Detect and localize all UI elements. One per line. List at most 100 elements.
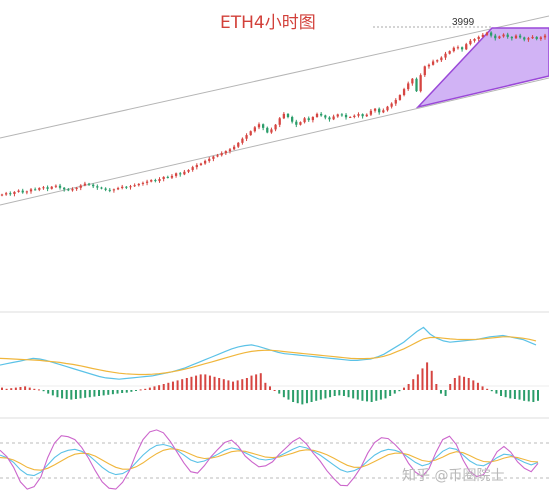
- macd-bar: [139, 389, 142, 391]
- macd-bar: [398, 390, 401, 392]
- macd-bar: [486, 388, 489, 390]
- macd-bar: [338, 390, 341, 396]
- candle-body: [291, 117, 294, 122]
- candle-body: [431, 61, 435, 65]
- candle-body: [199, 163, 203, 166]
- candle-body: [13, 191, 16, 194]
- candle-body: [17, 190, 20, 192]
- macd-bar: [439, 390, 442, 394]
- candle-body: [212, 156, 215, 159]
- candle-body: [365, 114, 368, 117]
- kdj-k-line: [0, 443, 539, 477]
- kdj-j-line: [0, 429, 539, 490]
- candle-body: [87, 183, 91, 185]
- candle-body: [266, 127, 269, 133]
- macd-bar: [379, 390, 382, 400]
- candle-body: [299, 122, 302, 125]
- macd-bar: [278, 390, 281, 394]
- macd-bar: [199, 374, 202, 390]
- candle-body: [539, 37, 542, 39]
- macd-bar: [10, 388, 13, 390]
- macd-bar: [453, 378, 456, 390]
- macd-bar: [144, 388, 147, 390]
- macd-bar: [301, 390, 304, 405]
- macd-bar: [356, 390, 359, 400]
- candle-body: [469, 40, 472, 45]
- candle-body: [510, 36, 513, 39]
- candle-body: [485, 32, 489, 35]
- candle-body: [261, 124, 265, 128]
- candle-body: [104, 188, 107, 190]
- macd-bar: [195, 375, 198, 390]
- macd-bar: [370, 390, 373, 402]
- candle-body: [237, 142, 240, 147]
- macd-bar: [56, 390, 59, 398]
- macd-bar: [236, 380, 239, 390]
- macd-bar: [218, 378, 221, 390]
- candle-body: [224, 151, 227, 154]
- macd-bar: [65, 390, 68, 399]
- candle-body: [373, 108, 377, 111]
- candle-body: [208, 158, 211, 161]
- candle-body: [361, 114, 364, 117]
- candle-body: [38, 188, 41, 190]
- candle-body: [311, 117, 315, 121]
- macd-bar: [426, 362, 429, 390]
- macd-bar: [255, 374, 258, 390]
- candle-body: [270, 129, 273, 133]
- macd-bar: [42, 390, 45, 392]
- candle-body: [183, 171, 186, 175]
- macd-bar: [227, 380, 230, 390]
- macd-bar: [490, 390, 493, 392]
- candle-body: [494, 35, 497, 39]
- candle-body: [535, 36, 538, 39]
- candle-body: [100, 187, 103, 189]
- candle-body: [253, 127, 256, 132]
- macd-bar: [500, 390, 503, 396]
- candle-body: [286, 113, 290, 117]
- macd-bar: [430, 370, 433, 390]
- macd-bar: [264, 382, 267, 390]
- candle-body: [419, 75, 422, 92]
- candle-body: [278, 118, 281, 125]
- macd-bar: [167, 382, 170, 390]
- macd-bar: [1, 387, 3, 390]
- candle-body: [427, 64, 431, 67]
- macd-bar: [305, 390, 308, 404]
- macd-bar: [153, 386, 156, 390]
- macd-bar: [135, 390, 137, 391]
- macd-bar: [107, 390, 110, 395]
- macd-bar: [509, 390, 512, 399]
- macd-bar: [232, 381, 235, 390]
- macd-bar: [421, 368, 424, 390]
- candle-body: [460, 47, 464, 50]
- candle-body: [411, 78, 414, 84]
- candle-body: [452, 47, 455, 52]
- macd-bar: [403, 387, 405, 390]
- candle-body: [340, 114, 344, 116]
- candle-body: [315, 113, 319, 117]
- candle-body: [83, 183, 87, 186]
- candle-body: [336, 114, 339, 117]
- macd-bar: [28, 387, 31, 390]
- macd-bar: [495, 390, 498, 394]
- macd-bar: [204, 374, 207, 390]
- macd-bar: [389, 390, 392, 396]
- macd-bar: [342, 390, 345, 396]
- candle-body: [121, 186, 124, 189]
- candle-body: [332, 116, 335, 120]
- macd-bar: [292, 390, 295, 402]
- candle-body: [92, 184, 95, 187]
- candle-body: [50, 186, 53, 189]
- macd-bar: [273, 390, 276, 391]
- macd-bar: [250, 375, 253, 390]
- candle-body: [353, 115, 356, 117]
- macd-bar: [532, 390, 535, 402]
- candle-body: [133, 185, 136, 187]
- candle-body: [162, 176, 165, 179]
- candle-body: [444, 53, 447, 58]
- candle-body: [506, 34, 509, 37]
- macd-bar: [366, 390, 369, 402]
- macd-bar: [467, 378, 470, 390]
